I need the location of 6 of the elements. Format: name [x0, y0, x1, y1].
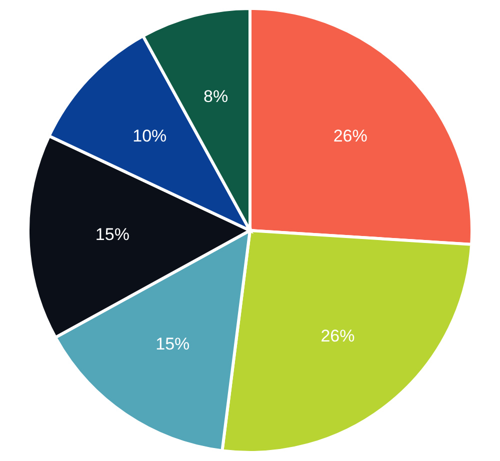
data-label: 10%	[132, 126, 167, 146]
data-label: 15%	[156, 334, 190, 354]
data-label: 26%	[333, 126, 368, 146]
data-label: 26%	[320, 326, 355, 346]
data-label: 15%	[95, 224, 130, 244]
data-label: 8%	[203, 87, 228, 106]
